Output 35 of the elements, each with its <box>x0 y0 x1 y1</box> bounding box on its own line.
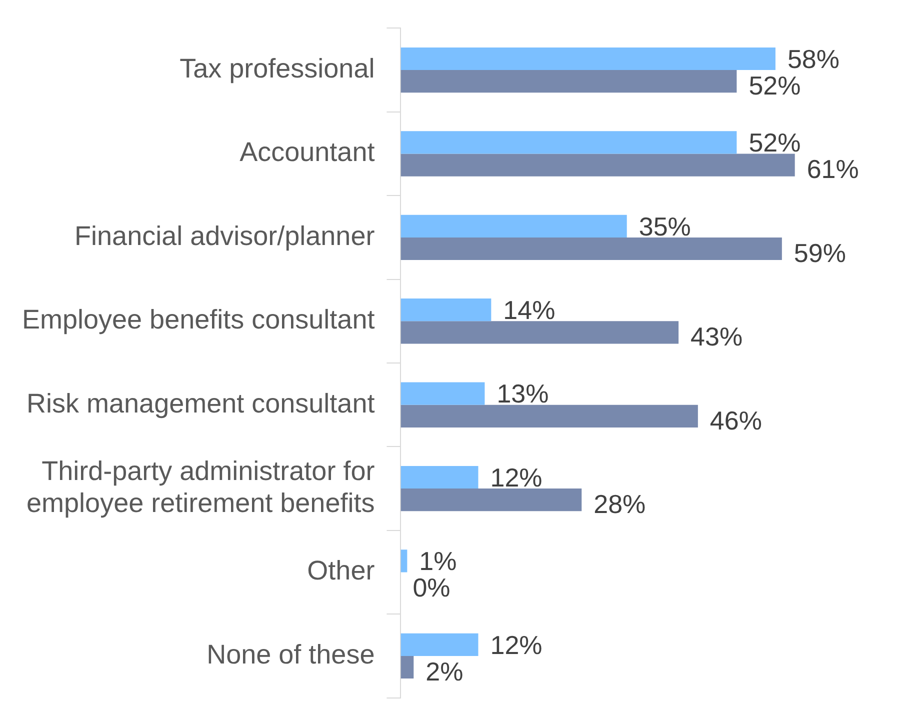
y-tick-label: None of these <box>206 639 375 670</box>
bar <box>400 70 737 93</box>
y-tick-label: Accountant <box>240 137 376 168</box>
bar <box>400 488 582 512</box>
y-tick-label: Risk management consultant <box>26 388 376 418</box>
bar <box>400 298 492 322</box>
data-label: 61% <box>806 154 859 184</box>
bar <box>400 550 408 572</box>
y-tick-label: Tax professional <box>180 54 375 84</box>
y-tick-label: Third-party administrator for employee retirement benefits <box>26 456 375 518</box>
bar <box>400 404 698 428</box>
bar <box>400 131 737 154</box>
y-tick-label: Financial advisor/planner <box>74 220 375 251</box>
y-tick-label: Employee benefits consultant <box>22 304 376 335</box>
y-tick-label: Other <box>307 556 375 586</box>
bar <box>400 47 776 70</box>
data-label: 2% <box>426 656 464 686</box>
bar <box>400 237 782 260</box>
bar <box>400 214 627 238</box>
data-label: 59% <box>794 238 846 268</box>
data-label: 46% <box>710 405 762 436</box>
data-label: 13% <box>496 378 549 409</box>
bar <box>400 321 679 344</box>
data-label: 52% <box>748 128 801 158</box>
data-label: 14% <box>503 295 556 326</box>
data-label: 35% <box>638 211 691 242</box>
bar <box>400 382 485 405</box>
bar <box>400 466 478 489</box>
bar <box>400 656 414 679</box>
bar <box>400 633 478 656</box>
bar <box>400 154 795 176</box>
data-label: 28% <box>594 489 646 520</box>
data-label: 12% <box>490 630 542 660</box>
data-label: 43% <box>690 322 743 352</box>
data-label: 12% <box>490 462 542 492</box>
